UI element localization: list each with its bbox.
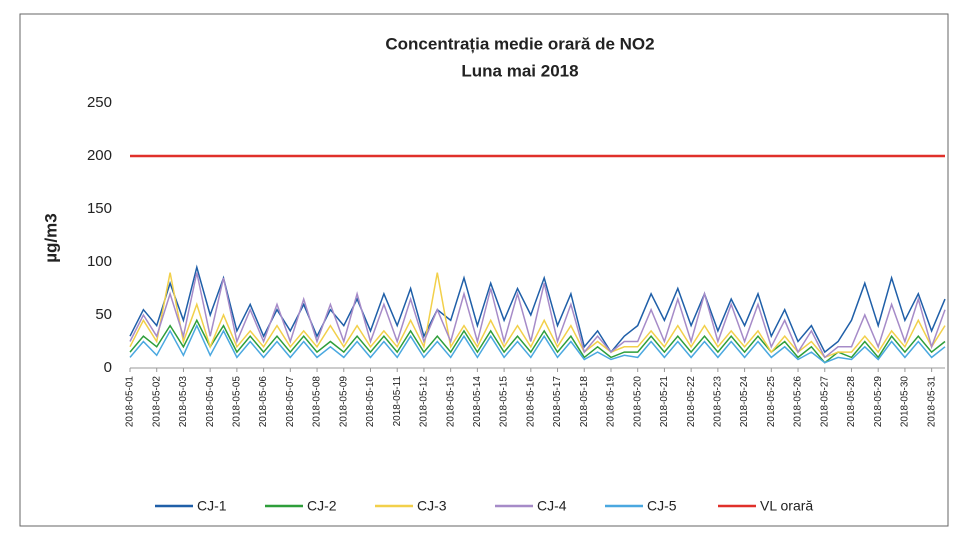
series-line bbox=[129, 318, 946, 364]
y-tick-label: 250 bbox=[87, 94, 112, 111]
y-axis-label: µg/m3 bbox=[41, 213, 60, 262]
chart-frame bbox=[19, 13, 949, 527]
legend-label: CJ-2 bbox=[307, 498, 337, 514]
legend-label: CJ-4 bbox=[537, 498, 567, 514]
x-tick-label: 2018-05-02 bbox=[151, 376, 162, 428]
x-tick-label: 2018-05-22 bbox=[686, 376, 697, 428]
chart-subtitle: Luna mai 2018 bbox=[461, 61, 578, 80]
x-tick-label: 2018-05-06 bbox=[258, 376, 269, 428]
y-tick-label: 50 bbox=[95, 306, 112, 323]
x-tick-label: 2018-05-29 bbox=[873, 376, 884, 428]
x-tick-label: 2018-05-18 bbox=[579, 376, 590, 428]
x-tick-label: 2018-05-20 bbox=[632, 376, 643, 428]
x-tick-label: 2018-05-12 bbox=[419, 376, 430, 428]
x-tick-label: 2018-05-24 bbox=[739, 376, 750, 428]
y-tick-label: 150 bbox=[87, 200, 112, 217]
x-tick-label: 2018-05-13 bbox=[445, 376, 456, 428]
x-tick-label: 2018-05-17 bbox=[552, 376, 563, 428]
x-tick-label: 2018-05-19 bbox=[606, 376, 617, 428]
x-tick-label: 2018-05-21 bbox=[659, 376, 670, 428]
legend-label: CJ-5 bbox=[647, 498, 677, 514]
legend-label: VL orară bbox=[760, 498, 813, 514]
series-line bbox=[129, 272, 946, 359]
x-tick-label: 2018-05-26 bbox=[793, 376, 804, 428]
x-tick-label: 2018-05-14 bbox=[472, 376, 483, 428]
x-tick-label: 2018-05-25 bbox=[766, 376, 777, 428]
x-tick-label: 2018-05-03 bbox=[178, 376, 189, 428]
legend-label: CJ-3 bbox=[417, 498, 447, 514]
x-tick-label: 2018-05-30 bbox=[900, 376, 911, 428]
chart-title: Concentrația medie orară de NO2 bbox=[385, 34, 654, 53]
series-line bbox=[129, 323, 946, 364]
x-tick-label: 2018-05-23 bbox=[713, 376, 724, 428]
x-tick-label: 2018-05-05 bbox=[232, 376, 243, 428]
x-tick-label: 2018-05-15 bbox=[499, 376, 510, 428]
x-tick-label: 2018-05-08 bbox=[312, 376, 323, 428]
x-tick-label: 2018-05-09 bbox=[338, 376, 349, 428]
series-line bbox=[129, 264, 946, 354]
x-tick-label: 2018-05-04 bbox=[205, 376, 216, 428]
x-tick-label: 2018-05-10 bbox=[365, 376, 376, 428]
x-tick-label: 2018-05-16 bbox=[525, 376, 536, 428]
y-tick-label: 200 bbox=[87, 147, 112, 164]
x-tick-label: 2018-05-27 bbox=[819, 376, 830, 428]
y-tick-label: 100 bbox=[87, 253, 112, 270]
x-tick-label: 2018-05-28 bbox=[846, 376, 857, 428]
x-tick-label: 2018-05-31 bbox=[926, 376, 937, 428]
x-tick-label: 2018-05-07 bbox=[285, 376, 296, 428]
y-tick-label: 0 bbox=[104, 359, 112, 376]
x-tick-label: 2018-05-01 bbox=[125, 376, 136, 428]
x-tick-label: 2018-05-11 bbox=[392, 376, 403, 427]
legend-label: CJ-1 bbox=[197, 498, 227, 514]
series-line bbox=[129, 272, 946, 359]
